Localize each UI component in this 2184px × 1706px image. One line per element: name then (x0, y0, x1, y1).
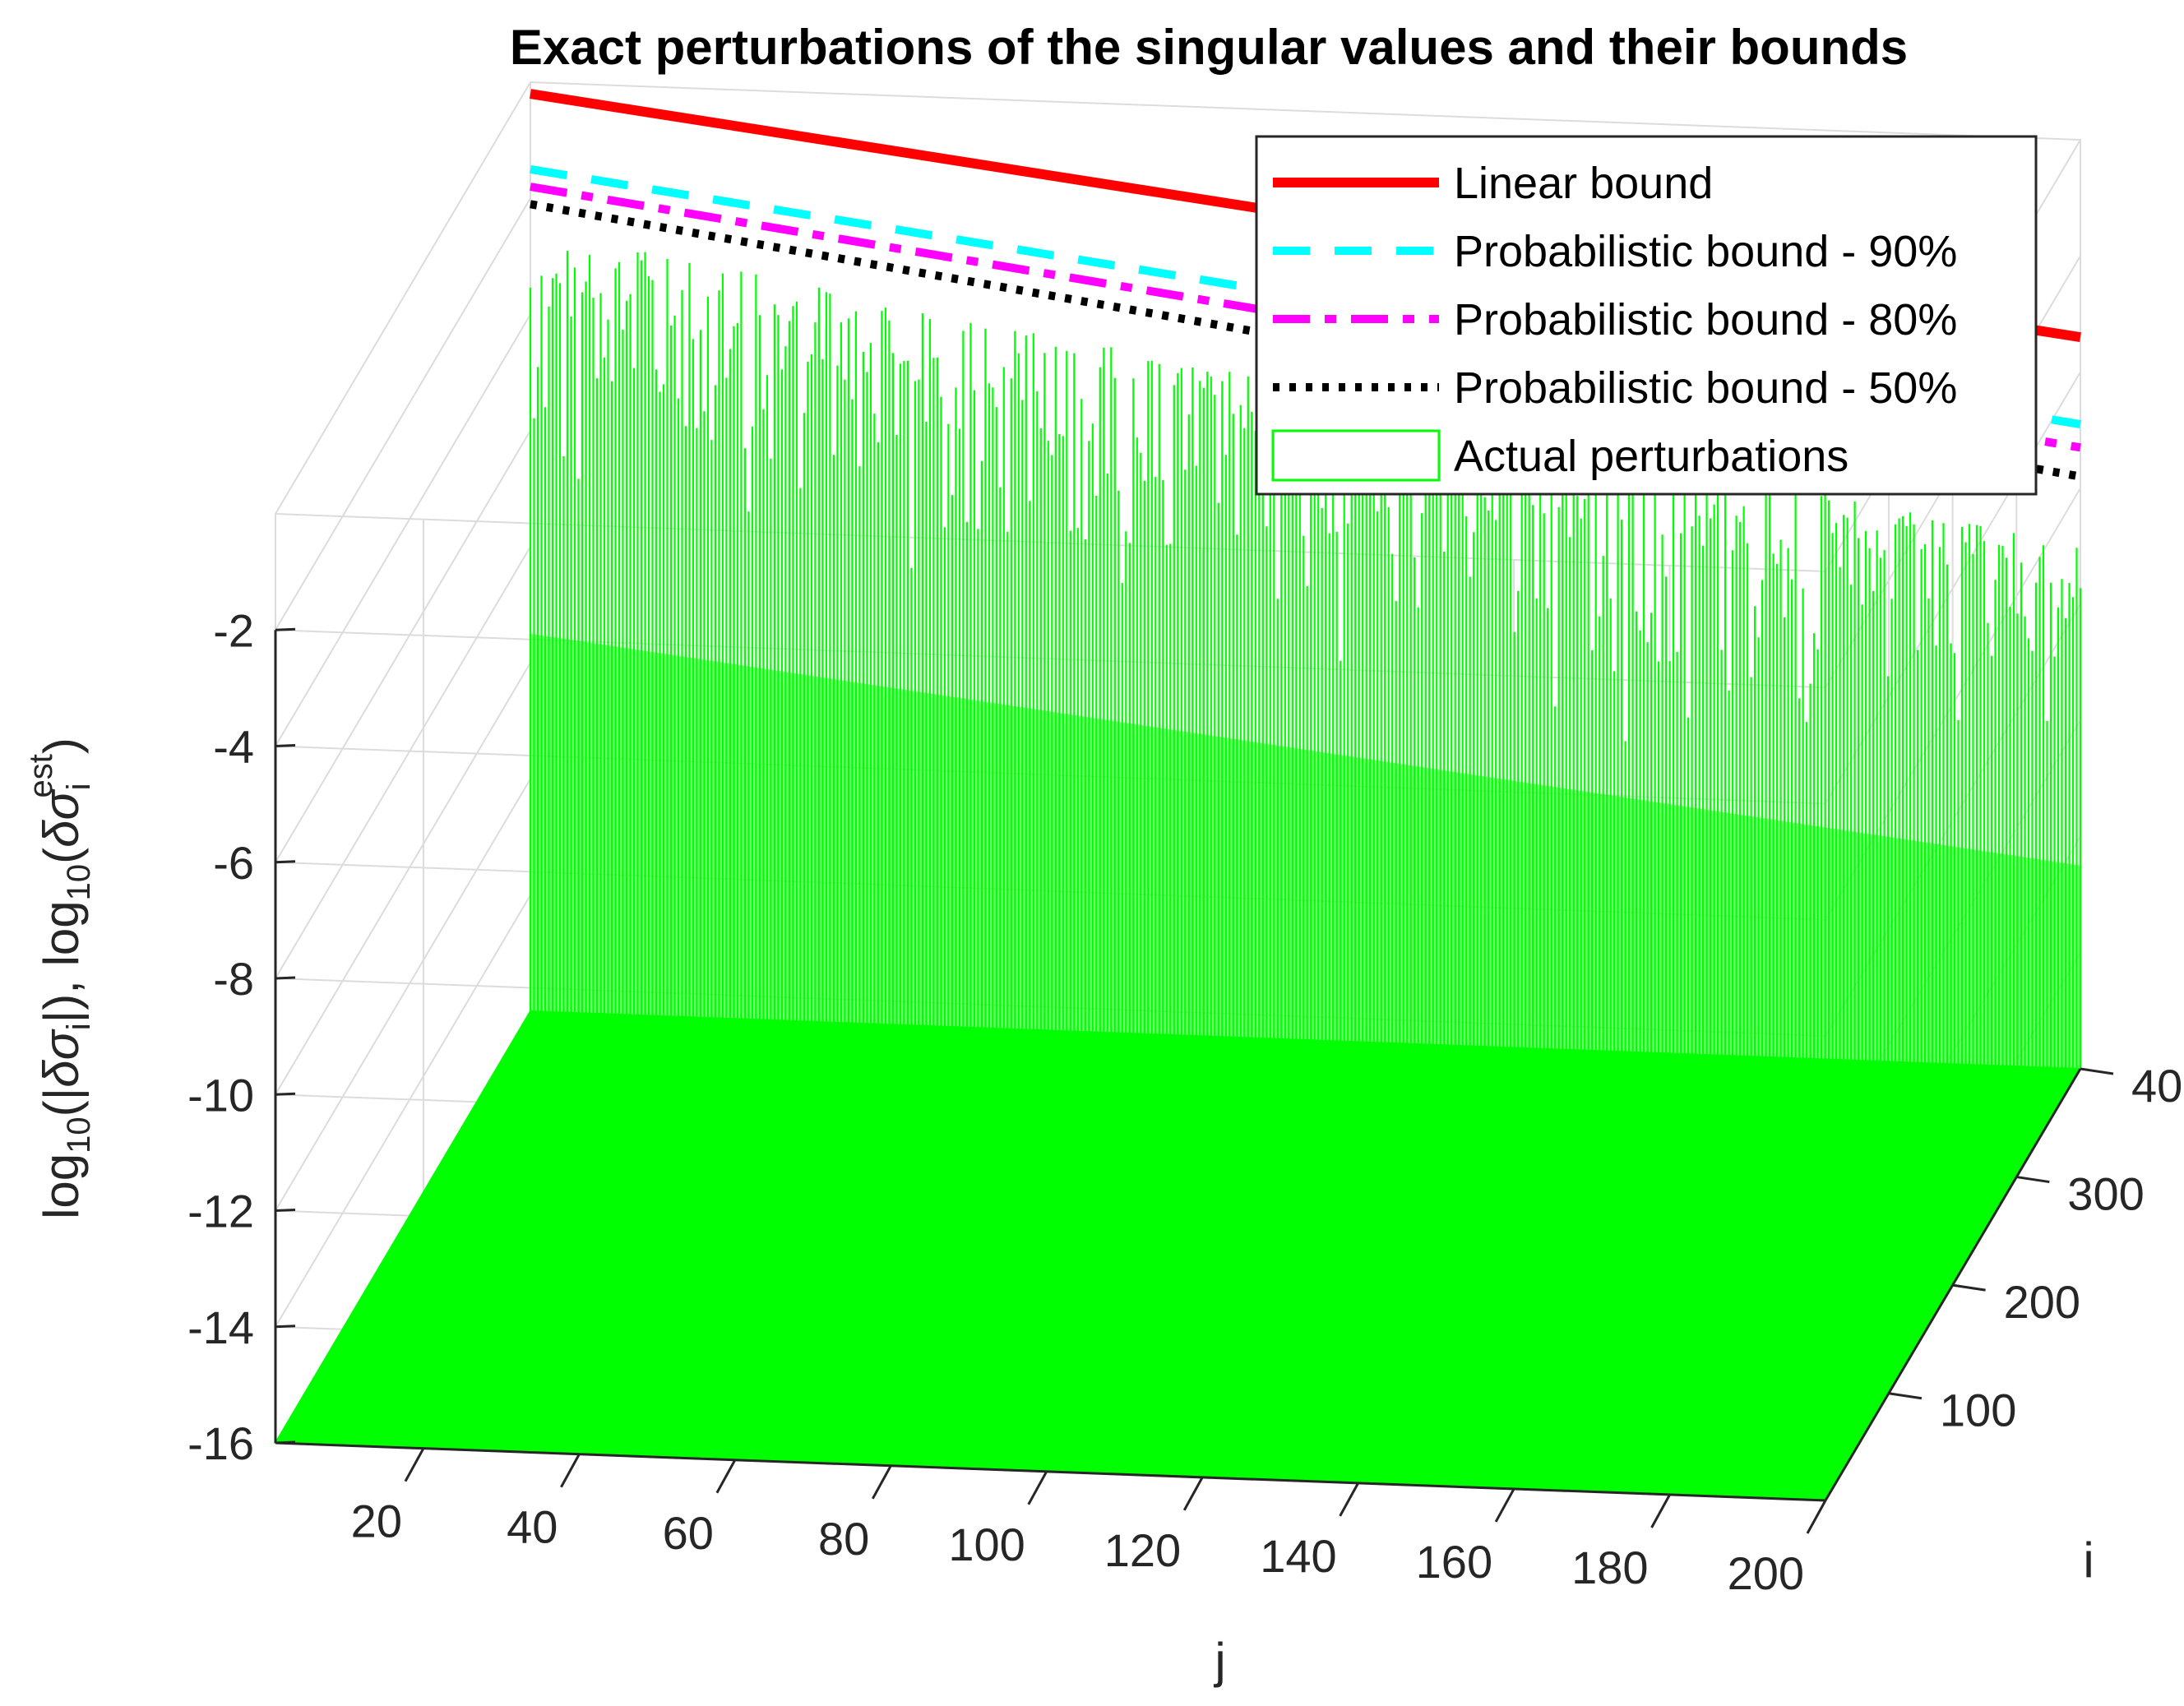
x-tick (1806, 1500, 1827, 1534)
legend-item: Actual perturbations (1271, 429, 1849, 482)
x-tick-label: 200 (1728, 1547, 1804, 1599)
surface-floor (274, 1010, 2082, 1502)
legend-item: Probabilistic bound - 50% (1273, 363, 1957, 413)
x-tick-label: 120 (1104, 1524, 1181, 1576)
z-tick (275, 1440, 296, 1445)
x-tick (1494, 1488, 1515, 1523)
chart-title: Exact perturbations of the singular valu… (510, 20, 1908, 75)
x-tick (1182, 1477, 1204, 1511)
z-tick (275, 1325, 296, 1329)
grid-line (275, 895, 531, 1328)
z-tick (275, 1209, 296, 1212)
grid-line (275, 662, 531, 1095)
y-tick (2080, 1067, 2114, 1075)
y-tick-label: 300 (2067, 1168, 2144, 1220)
y-tick (1952, 1283, 1986, 1292)
perturbation-surface (274, 251, 2082, 1502)
x-tick (560, 1453, 581, 1488)
perturbation-body (530, 633, 2080, 1069)
x-tick-label: 60 (663, 1507, 714, 1559)
legend: Linear bound Probabilistic bound - 90% Pro… (1255, 135, 2038, 496)
x-tick (715, 1459, 737, 1494)
legend-swatch (1271, 429, 1441, 482)
z-tick (275, 627, 296, 631)
legend-item: Probabilistic bound - 90% (1273, 227, 1957, 276)
grid-line (275, 546, 531, 979)
axes: -2 -4 -6 -8 -10 -12 -14 -16 20 40 60 80 100 120 140 160… (187, 604, 2184, 1599)
x-tick-label: 180 (1571, 1542, 1648, 1593)
x-tick-label: 40 (507, 1501, 558, 1553)
legend-label: Actual perturbations (1454, 432, 1849, 481)
y-tick (1888, 1392, 1923, 1400)
z-tick-label: -4 (213, 721, 254, 773)
y-tick (2016, 1176, 2050, 1184)
x-tick (404, 1447, 425, 1482)
x-tick (1339, 1482, 1359, 1517)
x-axis-label: j (1213, 1633, 1225, 1688)
z-tick-label: -10 (187, 1069, 254, 1121)
z-tick (275, 744, 296, 747)
grid-line (275, 313, 531, 747)
grid-line (275, 778, 531, 1212)
x-tick (1650, 1494, 1671, 1528)
x-tick-label: 140 (1260, 1530, 1336, 1582)
z-tick-label: -8 (213, 953, 254, 1005)
x-axis (275, 1441, 1826, 1502)
legend-label: Linear bound (1454, 159, 1713, 208)
z-tick-label: -16 (187, 1417, 254, 1469)
x-tick (1027, 1471, 1048, 1505)
z-axis-label: log10(|δσi|), log10(δσiest) (23, 737, 97, 1219)
grid-line (275, 197, 531, 631)
y-axis-label: i (2083, 1533, 2094, 1588)
y-tick-label: 200 (2004, 1276, 2080, 1328)
z-tick-label: -2 (213, 604, 254, 656)
y-tick-label: 400 (2131, 1060, 2184, 1112)
legend-label: Probabilistic bound - 90% (1454, 227, 1957, 276)
x-tick-label: 160 (1416, 1536, 1492, 1588)
legend-item: Probabilistic bound - 80% (1273, 295, 1957, 344)
grid-line (275, 81, 2082, 573)
z-tick (275, 1092, 296, 1096)
legend-label: Probabilistic bound - 50% (1454, 363, 1957, 413)
x-tick-label: 20 (351, 1496, 402, 1547)
legend-item: Linear bound (1273, 159, 1713, 208)
x-tick-label: 80 (818, 1513, 869, 1565)
legend-label: Probabilistic bound - 80% (1454, 295, 1957, 344)
z-tick-label: -6 (213, 837, 254, 889)
grid-line (275, 430, 531, 863)
x-tick (872, 1465, 892, 1500)
y-tick-label: 100 (1940, 1385, 2016, 1436)
z-tick-label: -12 (187, 1186, 254, 1237)
z-tick-label: -14 (187, 1301, 254, 1353)
x-tick-label: 100 (948, 1519, 1025, 1570)
